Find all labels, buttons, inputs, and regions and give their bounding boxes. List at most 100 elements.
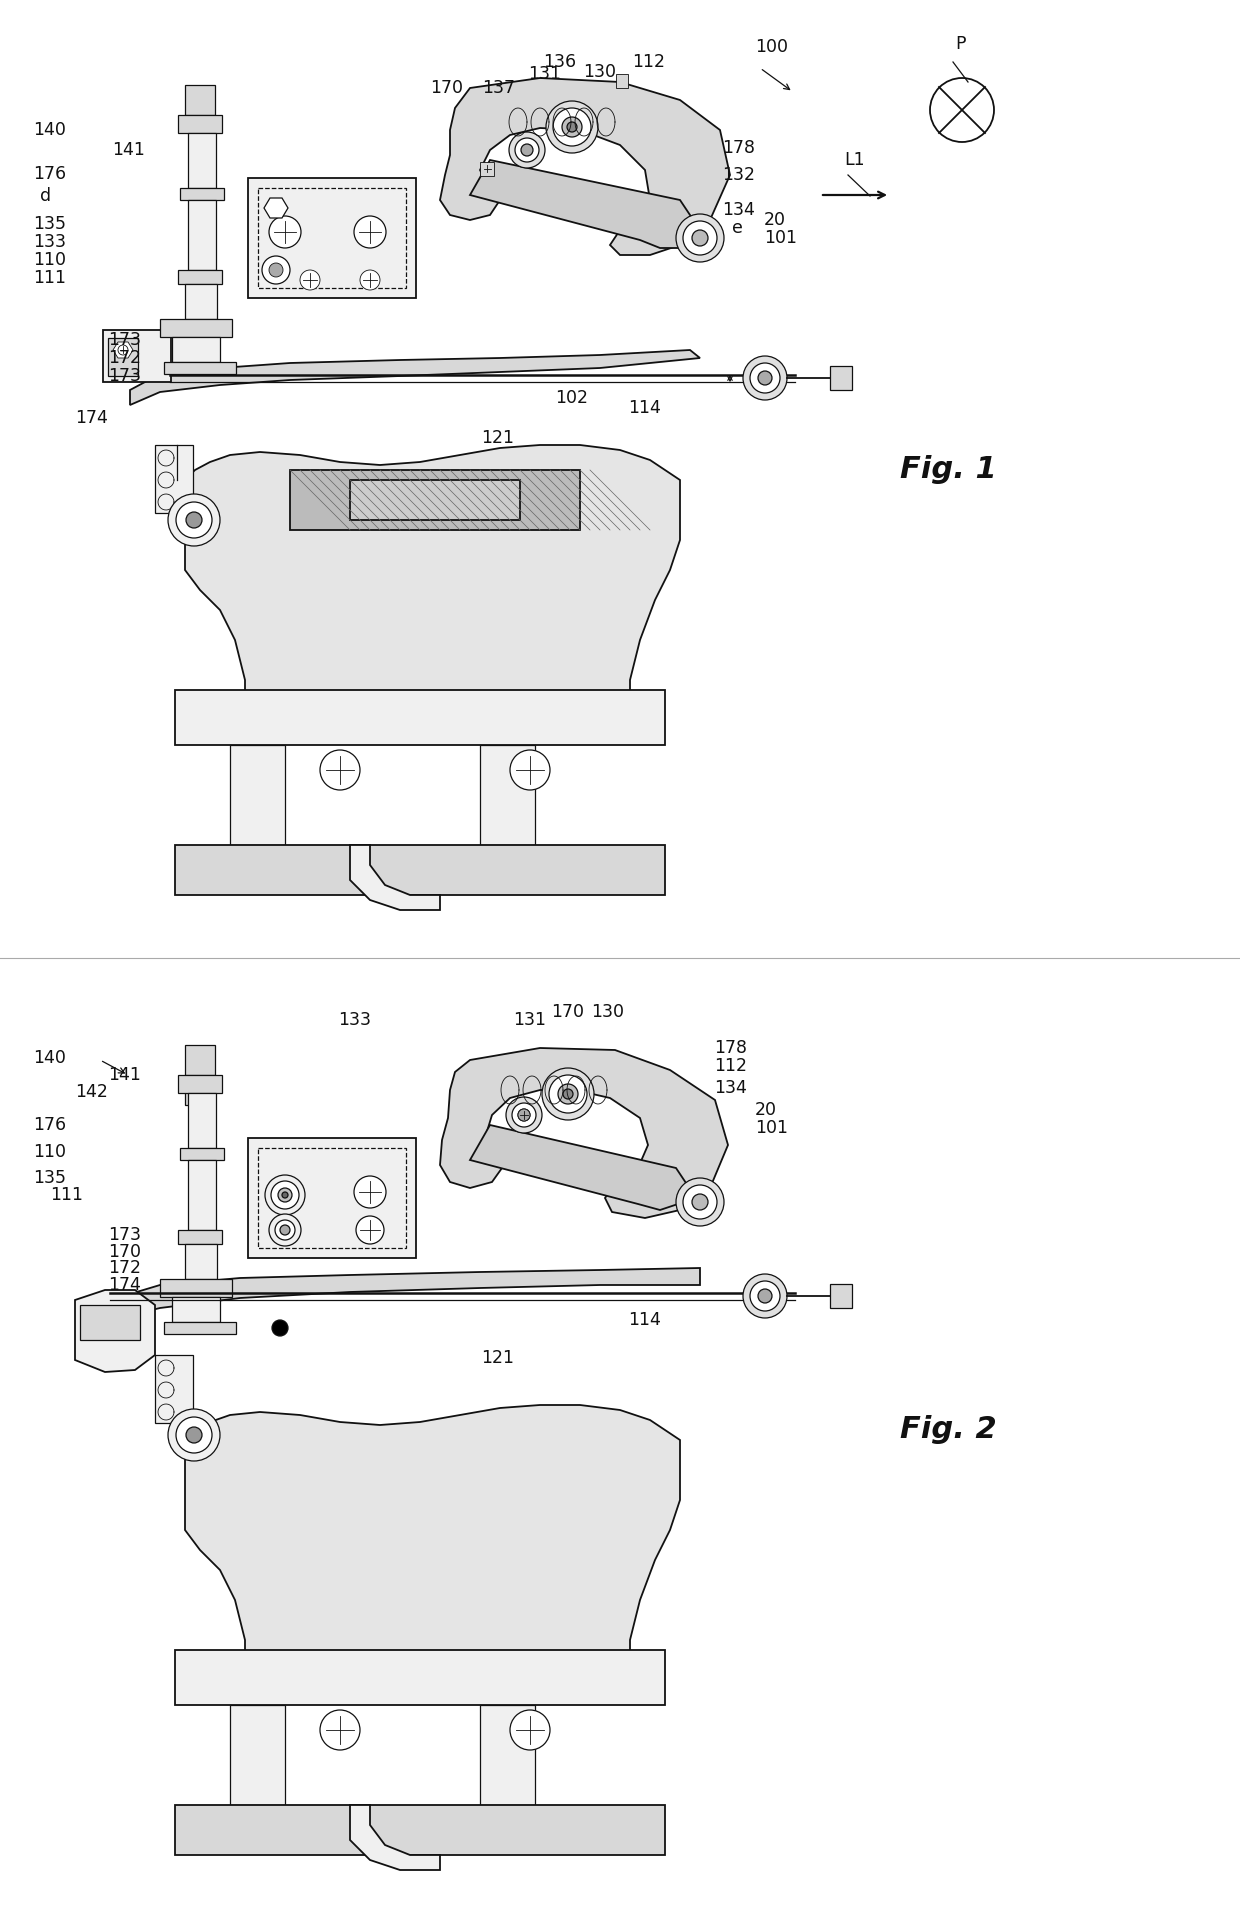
Bar (164, 1323, 236, 1334)
Circle shape (518, 1110, 529, 1121)
Bar (616, 75, 627, 88)
Text: 173: 173 (108, 332, 141, 349)
Polygon shape (110, 1267, 701, 1321)
Circle shape (272, 1181, 299, 1210)
Polygon shape (185, 1405, 680, 1679)
Text: 100: 100 (755, 38, 787, 56)
Circle shape (553, 107, 591, 146)
Bar (160, 1279, 232, 1298)
Text: 130: 130 (591, 1003, 625, 1022)
Text: Fig. 2: Fig. 2 (900, 1415, 997, 1445)
Circle shape (281, 1192, 288, 1198)
Circle shape (506, 1097, 542, 1133)
Bar (175, 1806, 665, 1856)
Text: 111: 111 (33, 268, 66, 288)
Polygon shape (350, 1806, 440, 1869)
Text: 121: 121 (481, 1350, 515, 1367)
Bar (180, 1148, 224, 1160)
Text: 133: 133 (339, 1010, 372, 1029)
Text: 176: 176 (33, 1116, 66, 1135)
Bar (258, 1148, 405, 1248)
Text: 132: 132 (722, 167, 755, 184)
Text: 178: 178 (714, 1039, 746, 1056)
Text: 174: 174 (74, 408, 108, 427)
Bar (179, 1231, 222, 1244)
Text: 173: 173 (108, 366, 141, 385)
Bar (188, 1160, 216, 1231)
Circle shape (676, 1179, 724, 1227)
Circle shape (542, 1068, 594, 1120)
Bar (188, 199, 216, 270)
Circle shape (269, 263, 283, 276)
Circle shape (758, 372, 773, 385)
Text: 142: 142 (74, 1083, 108, 1100)
Bar (185, 1244, 217, 1279)
Text: 134: 134 (722, 201, 755, 219)
Circle shape (743, 357, 787, 401)
Bar (160, 318, 232, 337)
Text: 20: 20 (764, 211, 786, 228)
Bar (480, 1704, 534, 1806)
Bar (188, 1093, 216, 1148)
Polygon shape (290, 470, 580, 529)
Circle shape (758, 1288, 773, 1304)
Text: 173: 173 (108, 1227, 141, 1244)
Text: 112: 112 (714, 1056, 746, 1075)
Bar (185, 1045, 215, 1075)
Text: 170: 170 (108, 1242, 141, 1261)
Circle shape (262, 257, 290, 284)
Text: P: P (955, 35, 966, 54)
Circle shape (360, 270, 379, 289)
Bar (480, 746, 534, 845)
Text: 141: 141 (112, 142, 145, 159)
Text: 174: 174 (108, 1277, 141, 1294)
Text: 114: 114 (627, 399, 661, 418)
Circle shape (750, 1281, 780, 1311)
Circle shape (930, 79, 994, 142)
Circle shape (512, 1102, 536, 1127)
Bar (185, 284, 217, 318)
Circle shape (278, 1189, 291, 1202)
Bar (248, 178, 415, 297)
Text: 131: 131 (513, 1010, 547, 1029)
Bar (179, 270, 222, 284)
Polygon shape (470, 159, 701, 247)
Polygon shape (350, 845, 440, 911)
Circle shape (750, 362, 780, 393)
Text: 140: 140 (33, 121, 66, 140)
Circle shape (692, 230, 708, 245)
Circle shape (515, 138, 539, 163)
Circle shape (356, 1215, 384, 1244)
Polygon shape (130, 351, 701, 404)
Text: 137: 137 (482, 79, 516, 98)
Text: 141: 141 (108, 1066, 141, 1083)
Circle shape (176, 502, 212, 539)
Circle shape (743, 1275, 787, 1319)
Circle shape (167, 495, 219, 546)
Bar (175, 845, 665, 895)
Circle shape (353, 1175, 386, 1208)
Text: 172: 172 (108, 1259, 141, 1277)
Polygon shape (350, 479, 520, 520)
Text: 102: 102 (556, 389, 588, 406)
Text: 140: 140 (33, 1049, 66, 1068)
Bar (480, 163, 494, 176)
Text: 130: 130 (584, 63, 616, 81)
Circle shape (510, 1710, 551, 1750)
Text: 178: 178 (722, 140, 755, 157)
Circle shape (118, 345, 128, 355)
Text: 101: 101 (764, 228, 797, 247)
Circle shape (676, 215, 724, 263)
Bar (180, 188, 224, 199)
Text: 101: 101 (755, 1120, 787, 1137)
Circle shape (546, 102, 598, 153)
Text: 112: 112 (632, 54, 665, 71)
Polygon shape (74, 1290, 155, 1373)
Bar (164, 362, 236, 374)
Text: 20: 20 (755, 1100, 777, 1120)
Circle shape (482, 165, 492, 174)
Bar (248, 1139, 415, 1258)
Bar (185, 84, 215, 115)
Circle shape (518, 1110, 529, 1121)
Circle shape (320, 1710, 360, 1750)
